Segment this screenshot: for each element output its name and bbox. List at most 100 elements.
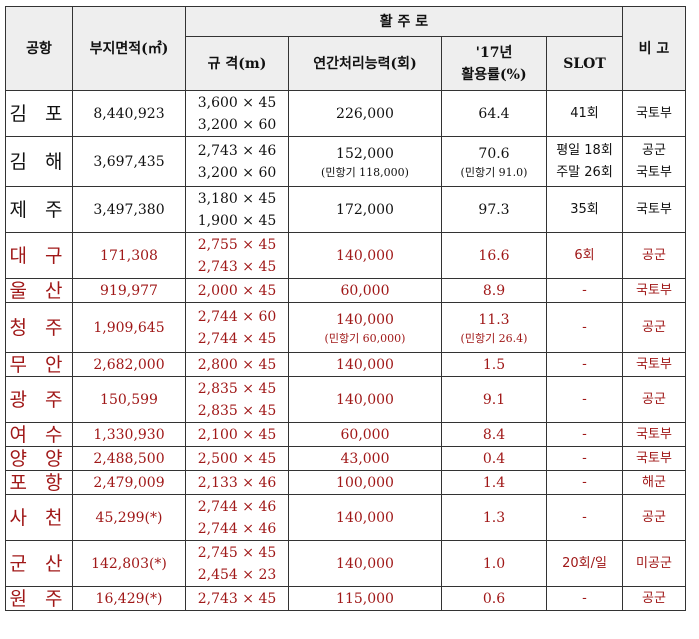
usage-cell: 97.3 (441, 186, 547, 233)
capacity-value: 60,000 (340, 426, 390, 443)
usage-note: (민항기 26.4) (460, 331, 528, 345)
runway-spec-cell: 2,835 × 45 2,835 × 45 (185, 376, 289, 423)
header-usage: '17년 활용률(%) (441, 36, 547, 91)
remarks-cell: 국토부 (622, 90, 686, 137)
area-cell: 919,977 (72, 278, 186, 303)
remarks-value: 공군 (642, 319, 666, 335)
slot-cell: - (546, 352, 623, 377)
capacity-value: 115,000 (336, 590, 394, 607)
runway-spec: 3,600 × 45 (197, 94, 277, 111)
capacity-value: 60,000 (340, 282, 390, 299)
table-row: 김 해 3,697,435 2,743 × 46 3,200 × 60 152,000 (… (5, 136, 686, 187)
runway-spec: 3,200 × 60 (197, 164, 277, 181)
table-row: 원 주 16,429(*) 2,743 × 45 115,000 0.6 - 공군 (5, 586, 686, 611)
area-cell: 1,330,930 (72, 422, 186, 447)
usage-value: 0.6 (482, 590, 506, 607)
usage-value: 11.3 (478, 311, 510, 328)
usage-cell: 70.6 (민항기 91.0) (441, 136, 547, 187)
remarks-cell: 국토부 (622, 278, 686, 303)
airport-cell: 김 해 (5, 136, 73, 187)
runway-spec: 2,835 × 45 (197, 380, 277, 397)
remarks-value: 국토부 (636, 426, 672, 442)
runway-spec-cell: 2,744 × 60 2,744 × 45 (185, 302, 289, 353)
capacity-cell: 140,000 (288, 232, 442, 279)
header-usage-rate: 활용률(%) (461, 66, 527, 83)
area-cell: 1,909,645 (72, 302, 186, 353)
slot-cell: - (546, 586, 623, 611)
runway-spec-cell: 2,743 × 46 3,200 × 60 (185, 136, 289, 187)
usage-value: 9.1 (482, 391, 506, 408)
usage-value: 97.3 (478, 201, 510, 218)
slot-value: - (582, 474, 587, 490)
capacity-cell: 60,000 (288, 422, 442, 447)
remarks-value: 공군 (642, 142, 666, 158)
slot-value: 평일 18회 (556, 142, 613, 158)
capacity-value: 140,000 (336, 356, 394, 373)
header-airport: 공항 (5, 6, 73, 91)
usage-cell: 8.9 (441, 278, 547, 303)
slot-cell: 평일 18회 주말 26회 (546, 136, 623, 187)
capacity-cell: 226,000 (288, 90, 442, 137)
slot-cell: - (546, 422, 623, 447)
usage-cell: 1.3 (441, 494, 547, 541)
remarks-cell: 공군 (622, 302, 686, 353)
airport-cell: 광 주 (5, 376, 73, 423)
header-capacity: 연간처리능력(회) (288, 36, 442, 91)
table-row: 군 산 142,803(*) 2,745 × 45 2,454 × 23 140,000… (5, 540, 686, 587)
capacity-cell: 115,000 (288, 586, 442, 611)
table-row: 청 주 1,909,645 2,744 × 60 2,744 × 45 140,000 (… (5, 302, 686, 353)
usage-cell: 1.5 (441, 352, 547, 377)
airport-runway-table: 공항 부지면적(㎡) 활 주 로 비 고 규 격(m) 연간처리능력(회) '1… (5, 6, 686, 611)
table-row: 제 주 3,497,380 3,180 × 45 1,900 × 45 172,000 9… (5, 186, 686, 233)
remarks-value: 국토부 (636, 164, 672, 180)
runway-spec-cell: 2,500 × 45 (185, 446, 289, 471)
runway-spec: 2,744 × 46 (197, 498, 277, 515)
runway-spec: 2,755 × 45 (197, 236, 277, 253)
area-cell: 45,299(*) (72, 494, 186, 541)
header-row-2: 규 격(m) 연간처리능력(회) '17년 활용률(%) SLOT (6, 36, 686, 91)
runway-spec: 2,744 × 46 (197, 520, 277, 537)
slot-value: - (582, 319, 587, 335)
runway-spec-cell: 2,800 × 45 (185, 352, 289, 377)
usage-value: 8.9 (482, 282, 506, 299)
capacity-cell: 43,000 (288, 446, 442, 471)
capacity-cell: 100,000 (288, 470, 442, 495)
airport-cell: 대 구 (5, 232, 73, 279)
airport-cell: 울 산 (5, 278, 73, 303)
table-row: 울 산 919,977 2,000 × 45 60,000 8.9 - 국토부 (5, 278, 686, 303)
capacity-note: (민항기 118,000) (321, 165, 409, 179)
runway-spec: 3,200 × 60 (197, 116, 277, 133)
slot-value: - (582, 426, 587, 442)
capacity-value: 140,000 (336, 391, 394, 408)
airport-cell: 군 산 (5, 540, 73, 587)
slot-value: 35회 (570, 201, 599, 217)
capacity-value: 140,000 (336, 509, 394, 526)
usage-cell: 1.4 (441, 470, 547, 495)
capacity-value: 140,000 (336, 247, 394, 264)
header-spec: 규 격(m) (185, 36, 289, 91)
runway-spec: 2,133 × 46 (197, 474, 277, 491)
slot-value: - (582, 450, 587, 466)
runway-spec-cell: 2,000 × 45 (185, 278, 289, 303)
runway-spec: 1,900 × 45 (197, 212, 277, 229)
remarks-cell: 국토부 (622, 422, 686, 447)
runway-spec: 2,744 × 45 (197, 330, 277, 347)
runway-spec: 2,743 × 45 (197, 590, 277, 607)
capacity-value: 100,000 (336, 474, 394, 491)
usage-cell: 9.1 (441, 376, 547, 423)
usage-cell: 0.6 (441, 586, 547, 611)
usage-cell: 8.4 (441, 422, 547, 447)
capacity-cell: 140,000 (288, 352, 442, 377)
capacity-value: 172,000 (336, 201, 394, 218)
remarks-cell: 해군 (622, 470, 686, 495)
area-cell: 2,479,009 (72, 470, 186, 495)
airport-cell: 포 항 (5, 470, 73, 495)
remarks-cell: 미공군 (622, 540, 686, 587)
usage-cell: 11.3 (민항기 26.4) (441, 302, 547, 353)
area-cell: 3,697,435 (72, 136, 186, 187)
usage-value: 1.3 (482, 509, 506, 526)
capacity-note: (민항기 60,000) (324, 331, 406, 345)
area-cell: 2,488,500 (72, 446, 186, 471)
remarks-cell: 국토부 (622, 352, 686, 377)
usage-value: 1.4 (482, 474, 506, 491)
